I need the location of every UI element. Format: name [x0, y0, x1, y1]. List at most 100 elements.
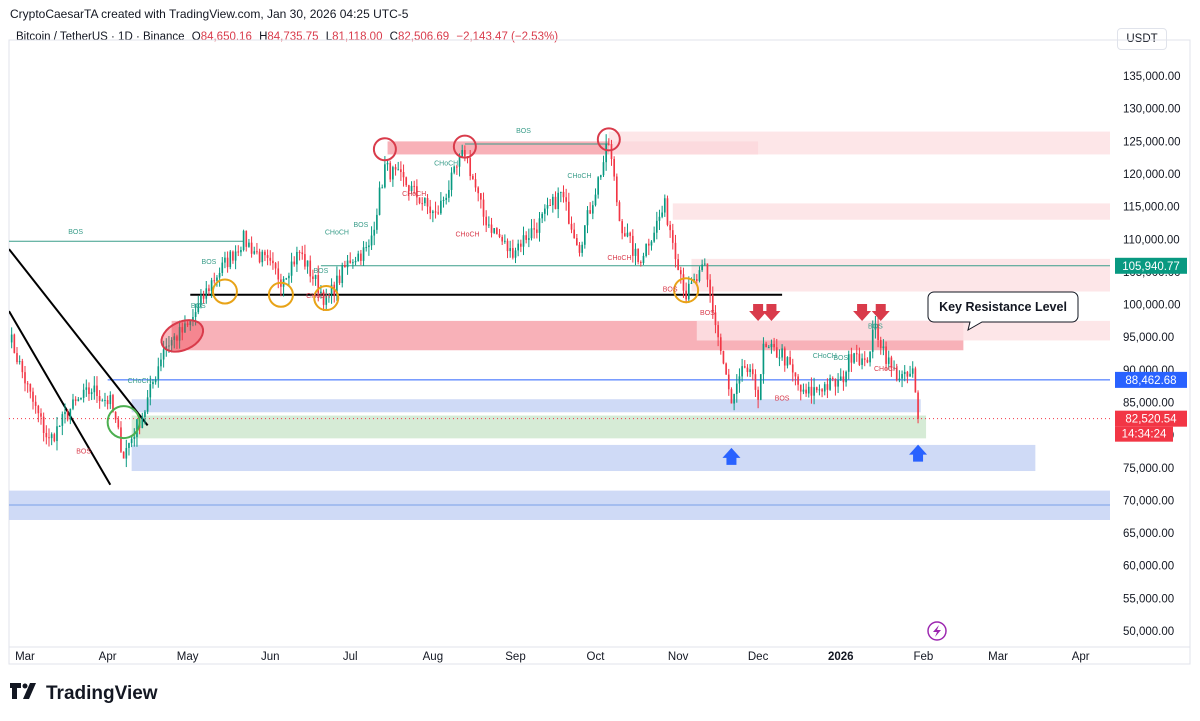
structure-label: BOS: [76, 448, 91, 455]
candle-body: [517, 243, 520, 251]
candle-body: [693, 279, 695, 283]
key-resistance-callout: [927, 291, 1079, 332]
candle-body: [549, 205, 551, 207]
candle-body: [106, 399, 109, 405]
candle-body: [352, 262, 354, 264]
candle-body: [168, 345, 170, 347]
candle-body: [72, 399, 74, 409]
candle-body: [90, 392, 93, 395]
candle-body: [266, 255, 269, 258]
candle-body: [160, 359, 162, 367]
candle-body: [629, 232, 631, 236]
symbol-legend: Bitcoin / TetherUS · 1D · Binance O84,65…: [16, 31, 558, 43]
candle-body: [834, 378, 837, 387]
currency-button[interactable]: USDT: [1117, 28, 1167, 50]
candle-body: [418, 197, 421, 204]
structure-label: CHoCH: [567, 173, 591, 180]
structure-label: CHoCH: [813, 353, 837, 360]
candle-body: [591, 205, 594, 214]
candle-body: [434, 211, 437, 213]
candle-body: [458, 156, 461, 167]
x-tick-label: Mar: [15, 651, 35, 663]
candle-body: [911, 368, 914, 374]
support-circle-jun: [267, 281, 294, 308]
candle-body: [850, 354, 853, 363]
candle-body: [237, 251, 240, 253]
candle-body: [917, 392, 919, 419]
candle-body: [314, 275, 317, 279]
support-circle-nov: [673, 277, 700, 304]
tradingview-brand[interactable]: TradingView: [10, 683, 158, 705]
candle-body: [242, 230, 245, 250]
low-label: L: [325, 31, 333, 43]
symbol-title[interactable]: Bitcoin / TetherUS · 1D · Binance: [16, 31, 185, 43]
candle-body: [424, 198, 426, 204]
candle-body: [711, 294, 714, 313]
tradingview-logo-icon: [10, 683, 40, 705]
structure-label: BOS: [868, 324, 883, 331]
candle-body: [791, 364, 794, 373]
candle-body: [469, 158, 472, 177]
candle-body: [114, 411, 117, 420]
candle-body: [815, 387, 818, 391]
candle-body: [384, 164, 386, 188]
candle-body: [730, 389, 733, 404]
candle-body: [360, 253, 362, 261]
candle-body: [565, 197, 567, 202]
candle-body: [714, 312, 717, 326]
candle-body: [797, 376, 799, 385]
candle-body: [562, 191, 565, 198]
candle-body: [821, 389, 823, 392]
candle-body: [64, 411, 66, 415]
candle-body: [93, 385, 96, 393]
candle-body: [536, 229, 538, 233]
structure-label: BOS: [68, 229, 83, 236]
candle-body: [400, 169, 402, 173]
candle-body: [570, 223, 573, 230]
candle-body: [528, 238, 530, 240]
candle-body: [786, 357, 789, 366]
candle-body: [205, 288, 208, 299]
candle-body: [410, 185, 413, 192]
candle-body: [210, 280, 213, 292]
structure-label: BOS: [700, 310, 715, 317]
candle-body: [178, 327, 181, 341]
candle-body: [514, 250, 517, 258]
candle-body: [272, 260, 274, 264]
structure-label: BOS: [191, 303, 206, 310]
brand-name: TradingView: [46, 683, 158, 704]
candle-body: [754, 374, 757, 390]
candle-body: [522, 235, 525, 247]
candle-body: [474, 179, 477, 188]
candle-body: [767, 347, 770, 349]
candle-body: [296, 251, 298, 265]
candle-body: [719, 337, 722, 352]
candle-body: [426, 198, 429, 207]
candle-body: [666, 198, 669, 225]
candle-body: [306, 260, 309, 267]
candle-body: [32, 391, 34, 402]
y-tick-label: 85,000.00: [1123, 397, 1174, 409]
candle-body: [416, 186, 418, 198]
x-tick-label: Mar: [988, 651, 1008, 663]
candle-body: [589, 210, 591, 214]
candle-body: [74, 399, 77, 401]
structure-label: BOS: [353, 222, 368, 229]
candle-body: [677, 259, 679, 271]
candle-body: [226, 257, 229, 268]
price-tag: [1115, 257, 1187, 274]
candle-body: [597, 177, 599, 195]
publisher-line: CryptoCaesarTA created with TradingView.…: [10, 7, 409, 21]
candle-body: [101, 400, 104, 402]
candle-body: [157, 366, 160, 380]
candle-body: [501, 236, 504, 242]
candle-body: [735, 383, 738, 395]
candle-body: [568, 201, 570, 224]
candle-body: [703, 263, 706, 265]
blue-demand-zone-70k: [9, 490, 1110, 520]
candle-body: [109, 395, 112, 405]
candle-body: [333, 284, 336, 296]
candle-body: [50, 434, 53, 439]
support-circle-jun2: [313, 285, 340, 312]
